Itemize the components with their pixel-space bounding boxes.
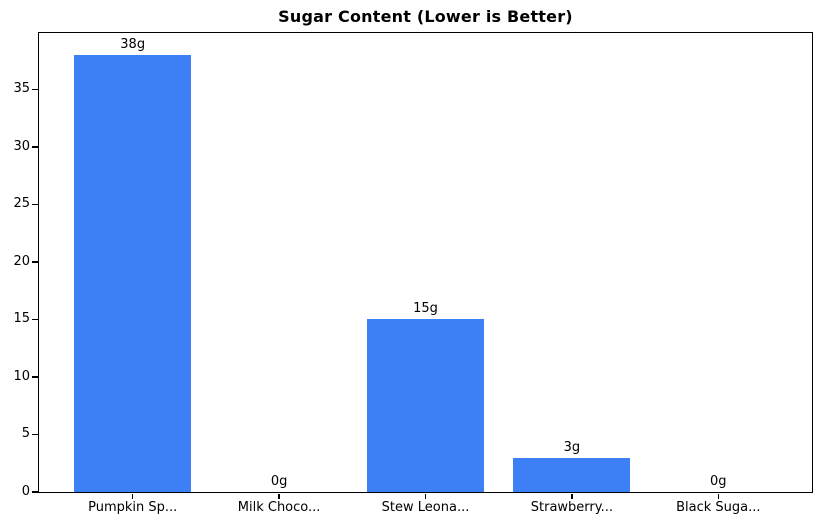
bar-value-label: 0g xyxy=(710,474,727,489)
y-tick-mark xyxy=(32,318,38,321)
y-tick-label: 10 xyxy=(13,368,30,384)
x-tick-mark xyxy=(717,493,720,499)
y-tick-mark xyxy=(32,88,38,91)
x-tick-mark xyxy=(131,493,134,499)
bar xyxy=(366,319,485,492)
plot-area: 0 5 10 15 20 25 30 35 38g Pumpkin Sp... 0g Milk Cho… xyxy=(13,32,813,515)
y-tick-mark xyxy=(32,203,38,206)
y-tick-label: 25 xyxy=(13,196,30,212)
x-tick-label: Black Suga... xyxy=(676,500,761,515)
bar-value-label: 38g xyxy=(120,36,146,52)
y-tick-mark xyxy=(32,146,38,148)
bar-value-label: 0g xyxy=(270,474,288,489)
x-tick-label: Stew Leona... xyxy=(381,500,470,515)
bar xyxy=(513,457,631,492)
y-tick-label: 5 xyxy=(21,426,30,442)
x-tick-label: Pumpkin Sp... xyxy=(88,500,178,515)
y-tick-mark xyxy=(32,261,38,263)
x-tick-mark xyxy=(424,493,427,499)
y-tick-label: 20 xyxy=(13,253,30,269)
y-tick-mark xyxy=(32,433,38,436)
chart-title: Sugar Content (Lower is Better) xyxy=(278,7,573,26)
x-tick-mark xyxy=(571,493,573,499)
y-tick-mark xyxy=(32,491,38,493)
y-tick-label: 35 xyxy=(13,81,30,97)
x-tick-mark xyxy=(278,493,280,499)
y-tick-mark xyxy=(32,376,38,378)
bar-value-label: 3g xyxy=(563,439,581,455)
y-tick-label: 30 xyxy=(13,138,30,154)
y-tick-label: 0 xyxy=(21,484,30,499)
y-tick-label: 15 xyxy=(13,311,30,327)
x-tick-label: Milk Choco... xyxy=(237,500,321,515)
bar-value-label: 15g xyxy=(413,301,438,317)
bar xyxy=(74,54,192,492)
x-tick-label: Strawberry... xyxy=(530,500,614,515)
